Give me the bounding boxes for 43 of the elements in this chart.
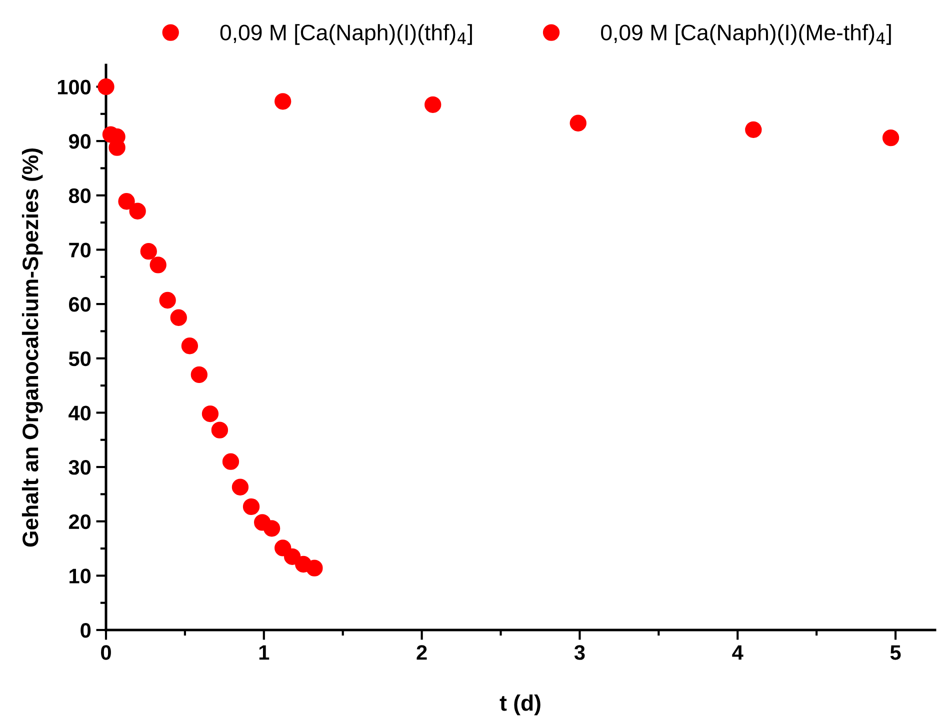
legend-label: 0,09 M [Ca(Naph)(I)(thf)$_{4}$] [220, 24, 472, 45]
point [284, 548, 301, 565]
y-tick-label: 40 [68, 406, 91, 420]
y-tick-label: 70 [69, 242, 91, 258]
point [170, 309, 187, 326]
y-axis-title: Gehalt an Organocalcium-Spezies (%) [22, 148, 43, 547]
point [181, 338, 198, 354]
y-tick-label: 0 [80, 623, 91, 638]
legend-label: 0,09 M [Ca(Naph)(I)(Me-thf)$_{4}$] [601, 24, 891, 45]
point [190, 366, 208, 383]
y-tick-label: 20 [68, 514, 91, 530]
point [882, 129, 900, 146]
point [222, 453, 240, 470]
point [140, 243, 157, 260]
x-tick-label: 2 [416, 645, 427, 660]
y-tick-label: 60 [69, 297, 91, 312]
point [242, 498, 260, 516]
x-tick-label: 4 [732, 645, 744, 660]
point [211, 422, 228, 438]
point [159, 292, 176, 309]
point [306, 560, 323, 576]
x-axis-title: t (d) [500, 694, 540, 716]
point [274, 93, 292, 110]
point [570, 114, 586, 132]
y-tick-label: 90 [68, 134, 91, 149]
x-tick-label: 5 [890, 645, 901, 660]
point [424, 96, 442, 113]
point [129, 202, 146, 220]
x-tick-label: 0 [101, 645, 111, 660]
point [150, 256, 166, 274]
point [745, 121, 762, 138]
point [118, 193, 135, 210]
point [202, 405, 219, 422]
y-tick-label: 80 [68, 188, 91, 204]
y-tick-label: 50 [68, 351, 91, 366]
point [98, 78, 114, 96]
point [263, 520, 280, 537]
point [232, 478, 249, 496]
x-tick-label: 3 [574, 645, 585, 660]
y-tick-label: 100 [58, 80, 91, 94]
y-tick-label: 30 [68, 460, 91, 475]
x-tick-label: 1 [259, 645, 270, 660]
y-tick-label: 10 [70, 568, 91, 584]
